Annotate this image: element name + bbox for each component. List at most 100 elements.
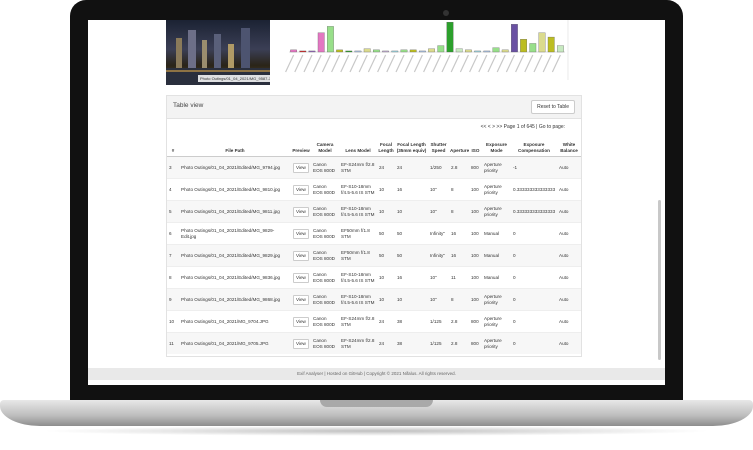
table-cell: View <box>291 244 311 267</box>
view-button[interactable]: View <box>293 294 309 305</box>
reset-button[interactable]: Reset to Table <box>531 100 575 114</box>
table-cell: Canon EOS 800D <box>311 310 339 333</box>
bar <box>363 48 371 53</box>
table-cell: View <box>291 288 311 311</box>
photo: Photo Outings/01_04_2021/MG_9587.JPG <box>166 20 270 85</box>
table-cell: 16 <box>449 222 469 245</box>
table-cell: Auto <box>557 178 581 201</box>
x-tick <box>386 54 396 73</box>
table-cell: Photo Outings/01_04_2021/MG_9704.JPG <box>179 310 291 333</box>
column-header: White Balance <box>557 132 581 157</box>
table-cell: 3 <box>167 156 179 179</box>
table-cell: 24 <box>395 156 428 179</box>
column-header: Preview <box>291 132 311 157</box>
column-header: Exposure Mode <box>482 132 511 157</box>
table-cell: 24 <box>377 156 395 179</box>
table-cell: 100 <box>469 222 482 245</box>
table-cell: EF50mm f/1.8 STM <box>339 222 377 245</box>
column-header: Exposure Compensation <box>511 132 557 157</box>
x-tick <box>285 54 295 73</box>
table-cell: Auto <box>557 222 581 245</box>
bar <box>465 49 472 53</box>
table-cell: 8 <box>449 288 469 311</box>
photo-caption: Photo Outings/01_04_2021/MG_9587.JPG <box>198 75 270 82</box>
pagination[interactable]: << < > >> Page 1 of 645 | Go to page: <box>480 124 565 130</box>
x-tick <box>413 54 423 73</box>
x-tick <box>432 54 442 73</box>
view-button[interactable]: View <box>293 272 309 283</box>
bar <box>428 48 435 53</box>
table-row: 5 Photo Outings/01_04_2021/Edited/MG_9811… <box>167 200 581 223</box>
view-button[interactable]: View <box>293 228 309 239</box>
table-cell: 100 <box>469 288 482 311</box>
table-cell: 1/250 <box>428 156 449 179</box>
table-cell: Photo Outings/01_04_2021/Edited/MG_9836.… <box>179 266 291 289</box>
bar <box>474 50 481 53</box>
table-cell: 50 <box>377 222 395 245</box>
table-cell: EF-S10-18mm f/4.5-5.6 IS STM <box>339 178 377 201</box>
table-cell: 100 <box>469 178 482 201</box>
bar <box>529 43 537 53</box>
bar <box>382 50 389 53</box>
table-cell: Photo Outings/01_04_2021/Edited/MG_9829.… <box>179 244 291 267</box>
bar <box>409 49 417 53</box>
table-cell: 2.8 <box>449 156 469 179</box>
table-cell: EF-S10-18mm f/4.5-5.6 IS STM <box>339 288 377 311</box>
table-cell: 0 <box>511 244 557 267</box>
bar <box>354 50 362 53</box>
table-row: 3 Photo Outings/01_04_2021/Edited/MG_9794… <box>167 156 581 179</box>
scrollbar[interactable] <box>658 200 661 360</box>
view-button[interactable]: View <box>293 162 309 173</box>
table-cell: Canon EOS 800D <box>311 288 339 311</box>
table-cell: 38 <box>395 310 428 333</box>
table-row: 6 Photo Outings/01_04_2021/Edited/MG_9829… <box>167 222 581 245</box>
table-cell: Canon EOS 800D <box>311 244 339 267</box>
table-cell: Photo Outings/01_04_2021/Edited/MG_9811.… <box>179 200 291 223</box>
camera <box>443 10 449 16</box>
x-tick <box>515 54 525 73</box>
table-cell: Aperture priority <box>482 178 511 201</box>
bar <box>557 45 564 53</box>
table-cell: Canon EOS 800D <box>311 200 339 223</box>
table-cell: 24 <box>377 332 395 354</box>
table-cell: 10" <box>428 178 449 201</box>
table-cell: 24 <box>377 310 395 333</box>
table-cell: 800 <box>469 332 482 354</box>
view-button[interactable]: View <box>293 184 309 195</box>
x-tick <box>331 54 341 73</box>
table-cell: 100 <box>469 244 482 267</box>
table-cell: EF-S24mm f/2.8 STM <box>339 310 377 333</box>
table-cell: 800 <box>469 156 482 179</box>
table-cell: Canon EOS 800D <box>311 156 339 179</box>
table-cell: Auto <box>557 244 581 267</box>
shadow <box>40 426 713 436</box>
view-button[interactable]: View <box>293 250 309 261</box>
bar <box>336 49 343 53</box>
x-tick <box>542 54 552 73</box>
view-button[interactable]: View <box>293 338 309 349</box>
table-cell: Canon EOS 800D <box>311 178 339 201</box>
table-cell: Auto <box>557 332 581 354</box>
view-button[interactable]: View <box>293 206 309 217</box>
x-tick <box>496 54 506 73</box>
x-tick <box>551 54 561 73</box>
table-cell: Canon EOS 800D <box>311 332 339 354</box>
footer: Exif Analyser | Hosted on GitHub | Copyr… <box>88 368 665 380</box>
table-cell: Infinity" <box>428 222 449 245</box>
x-tick <box>404 54 414 73</box>
view-button[interactable]: View <box>293 316 309 327</box>
table-cell: 7 <box>167 244 179 267</box>
x-tick <box>450 54 460 73</box>
table-cell: View <box>291 266 311 289</box>
column-header: ISO <box>469 132 482 157</box>
table-cell: Aperture priority <box>482 156 511 179</box>
table-cell: 10 <box>167 310 179 333</box>
table-cell: EF-S24mm f/2.8 STM <box>339 332 377 354</box>
bar <box>446 21 454 53</box>
table-cell: 16 <box>395 266 428 289</box>
bar <box>538 32 546 53</box>
table-row: 8 Photo Outings/01_04_2021/Edited/MG_9836… <box>167 266 581 289</box>
bar <box>437 45 445 53</box>
table-cell: Aperture priority <box>482 310 511 333</box>
